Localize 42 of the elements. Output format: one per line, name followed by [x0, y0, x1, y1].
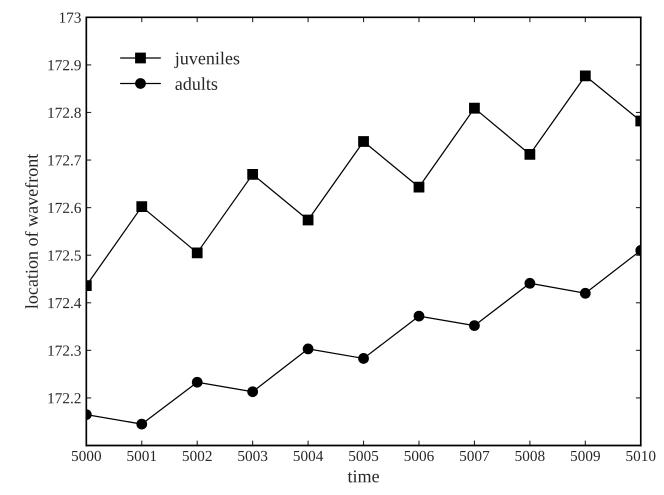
- point: [247, 386, 258, 398]
- y-tick-label: 172.7: [48, 155, 82, 166]
- point: [469, 102, 480, 114]
- point: [524, 278, 536, 289]
- point: [247, 168, 258, 180]
- point: [302, 344, 314, 354]
- point: [414, 182, 424, 193]
- legend-label: juveniles: [174, 52, 240, 68]
- y-tick-label: 172.8: [48, 108, 81, 118]
- x-axis-title: time: [348, 470, 379, 482]
- x-tick-label: 5010: [626, 450, 656, 462]
- x-tick-label: 5001: [127, 450, 156, 462]
- point: [358, 353, 369, 364]
- y-axis-title: location of wavefront: [24, 154, 38, 309]
- y-tick-label: 172.5: [48, 250, 81, 261]
- point: [358, 136, 369, 147]
- point: [469, 320, 480, 331]
- point: [136, 418, 148, 430]
- x-tick-label: 5007: [460, 450, 490, 462]
- point: [414, 310, 424, 322]
- point: [192, 247, 203, 258]
- x-tick-label: 5009: [570, 450, 600, 462]
- y-tick-label: 172.6: [48, 202, 82, 214]
- x-tick-label: 5003: [238, 450, 268, 462]
- point: [580, 70, 591, 82]
- y-tick-label: 172.9: [48, 60, 81, 70]
- point: [580, 288, 591, 299]
- point: [136, 201, 148, 212]
- x-tick-label: 5005: [349, 450, 378, 462]
- x-tick-label: 5006: [404, 450, 434, 462]
- point: [524, 148, 536, 160]
- x-tick-label: 5008: [515, 450, 545, 462]
- x-tick-label: 5002: [182, 450, 212, 462]
- legend-label: adults: [175, 77, 218, 90]
- x-tick-label: 5000: [72, 450, 102, 462]
- y-tick-label: 172.2: [48, 393, 81, 404]
- point: [192, 376, 203, 388]
- x-tick-label: 5004: [294, 450, 324, 462]
- y-tick-label: 172.4: [48, 298, 82, 308]
- y-tick-label: 173: [60, 12, 81, 23]
- y-tick-label: 172.3: [48, 346, 81, 356]
- point: [302, 214, 314, 226]
